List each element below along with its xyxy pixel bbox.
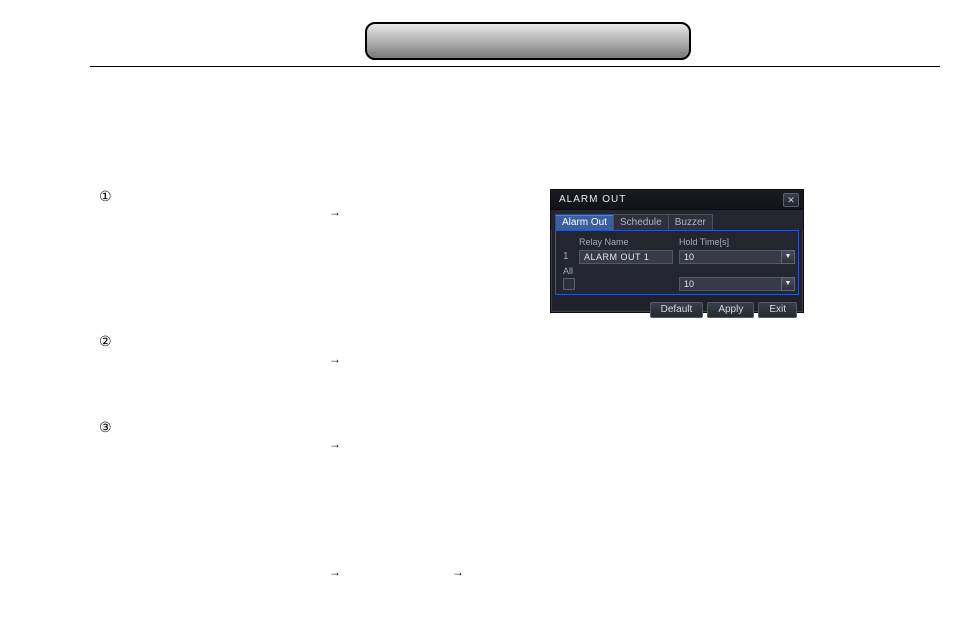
tab-schedule[interactable]: Schedule <box>613 214 669 230</box>
exit-button[interactable]: Exit <box>758 302 797 318</box>
hold-time-select[interactable]: 10 ▼ <box>679 250 795 264</box>
arrow-icon: → <box>329 352 341 366</box>
dialog-titlebar: ALARM OUT ✕ <box>551 190 803 210</box>
dialog-panel: Relay Name Hold Time[s] 1 ALARM OUT 1 10… <box>555 230 799 295</box>
arrow-icon: → <box>452 565 464 579</box>
row-index: 1 <box>559 251 579 262</box>
default-button[interactable]: Default <box>650 302 704 318</box>
chevron-down-icon[interactable]: ▼ <box>781 250 795 264</box>
arrow-icon: → <box>329 437 341 451</box>
close-icon[interactable]: ✕ <box>783 193 799 207</box>
all-hold-time-select[interactable]: 10 ▼ <box>679 277 795 291</box>
tab-alarm-out[interactable]: Alarm Out <box>555 214 614 230</box>
divider-line <box>90 66 940 67</box>
all-label: All <box>559 264 795 276</box>
all-hold-time-value: 10 <box>679 277 781 291</box>
grid-header: Relay Name Hold Time[s] <box>559 234 795 249</box>
table-row: 1 ALARM OUT 1 10 ▼ <box>559 249 795 264</box>
header-hold-time: Hold Time[s] <box>679 237 795 247</box>
apply-button[interactable]: Apply <box>707 302 754 318</box>
step-marker-3: ③ <box>99 419 112 436</box>
arrow-icon: → <box>329 565 341 579</box>
all-row: 10 ▼ <box>559 276 795 291</box>
alarm-out-dialog: ALARM OUT ✕ Alarm Out Schedule Buzzer Re… <box>550 189 804 313</box>
relay-name-field[interactable]: ALARM OUT 1 <box>579 250 673 264</box>
arrow-icon: → <box>329 205 341 219</box>
step-marker-1: ① <box>99 188 112 205</box>
dialog-tabs: Alarm Out Schedule Buzzer <box>551 210 803 230</box>
header-relay-name: Relay Name <box>579 237 679 247</box>
top-header-button[interactable] <box>365 22 691 60</box>
hold-time-value: 10 <box>679 250 781 264</box>
all-checkbox[interactable] <box>563 278 575 290</box>
dialog-title: ALARM OUT <box>559 194 626 205</box>
tab-buzzer[interactable]: Buzzer <box>668 214 713 230</box>
dialog-button-bar: Default Apply Exit <box>551 299 803 322</box>
step-marker-2: ② <box>99 333 112 350</box>
chevron-down-icon[interactable]: ▼ <box>781 277 795 291</box>
